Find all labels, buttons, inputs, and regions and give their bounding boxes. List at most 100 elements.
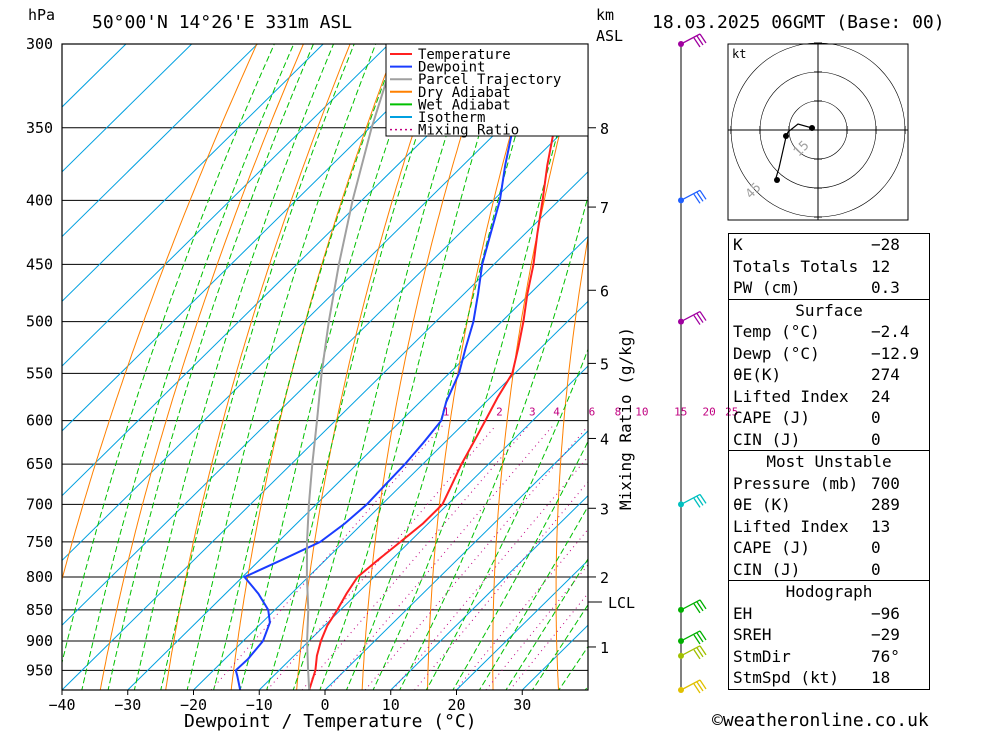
stats-table: K −28 Totals Totals 12 PW (cm) 0.3 Surface Te… xyxy=(728,233,930,690)
dry-adiabat-line xyxy=(230,44,398,690)
surface-value: 24 xyxy=(871,386,891,406)
most-unstable-value: 0 xyxy=(871,538,881,557)
km-tick-label: 3 xyxy=(600,500,609,518)
wet-adiabat-line xyxy=(425,348,588,690)
surface-label: CAPE (J) xyxy=(733,408,811,427)
isotherm-line xyxy=(62,44,127,108)
x-tick-label: 0 xyxy=(320,696,329,714)
mixing-ratio-line xyxy=(485,564,588,690)
hodograph-stat-label: SREH xyxy=(733,625,772,644)
mixing-ratio-line xyxy=(364,425,588,690)
dry-adiabat-line xyxy=(165,44,351,690)
mixing-ratio-label: 8 xyxy=(615,406,622,419)
pressure-tick-label: 900 xyxy=(26,632,53,650)
index-label: PW (cm) xyxy=(733,278,801,297)
pressure-tick-label: 700 xyxy=(26,495,53,513)
pressure-tick-label: 950 xyxy=(26,661,53,679)
legend-label: Mixing Ratio xyxy=(418,123,519,139)
pressure-tick-label: 650 xyxy=(26,455,53,473)
most-unstable-section-title: Most Unstable xyxy=(729,450,929,473)
wet-adiabat-line xyxy=(62,44,275,690)
dry-adiabat-line xyxy=(677,44,723,690)
surface-label: Dewp (°C) xyxy=(733,343,820,363)
km-tick-label: 6 xyxy=(600,282,609,300)
hodograph-stat-value: 76° xyxy=(871,646,900,666)
pressure-tick-label: 850 xyxy=(26,601,53,619)
most-unstable-row: Lifted Index 13 xyxy=(729,516,929,538)
legend-label: Temperature xyxy=(418,47,511,63)
index-value: 12 xyxy=(871,256,891,276)
wet-adiabat-line xyxy=(319,44,508,690)
mixing-ratio-label: 4 xyxy=(553,406,560,419)
wet-adiabat-line xyxy=(133,44,334,690)
most-unstable-row: Pressure (mb) 700 xyxy=(729,473,929,495)
lcl-label: LCL xyxy=(608,594,635,612)
km-tick-label: 4 xyxy=(600,430,609,448)
wet-adiabat-line xyxy=(292,44,477,690)
pressure-tick-label: 450 xyxy=(26,255,53,273)
hodograph-stat-row: StmSpd (kt) 18 xyxy=(729,667,929,689)
most-unstable-value: 13 xyxy=(871,516,891,536)
hodograph-stat-label: EH xyxy=(733,603,753,623)
mixing-ratio-label: 20 xyxy=(703,406,716,419)
km-tick-label: 8 xyxy=(600,120,609,138)
x-tick-label: 20 xyxy=(447,696,465,714)
hodograph-stat-value: 18 xyxy=(871,668,891,687)
series-parcel-trajectory-line xyxy=(305,44,400,690)
mixing-ratio-line xyxy=(392,456,588,690)
pressure-tick-label: 300 xyxy=(26,35,53,53)
surface-label: CIN (J) xyxy=(733,429,801,449)
pressure-tick-label: 500 xyxy=(26,313,53,331)
isotherm-line xyxy=(258,365,588,690)
wet-adiabat-line xyxy=(107,44,314,690)
wet-adiabat-line xyxy=(452,440,588,690)
km-tick-label: 5 xyxy=(600,355,609,373)
x-tick-label: −40 xyxy=(48,696,75,714)
mixing-ratio-label: 1 xyxy=(443,406,450,419)
wet-adiabat-line xyxy=(345,44,543,690)
isotherm-line xyxy=(62,44,390,367)
index-row: K −28 xyxy=(729,234,929,256)
most-unstable-row: θE (K) 289 xyxy=(729,494,929,516)
legend-label: Dry Adiabat xyxy=(418,85,511,101)
wet-adiabat-line xyxy=(81,44,295,690)
x-tick-label: 30 xyxy=(513,696,531,714)
index-row: Totals Totals 12 xyxy=(729,256,929,278)
surface-value: −12.9 xyxy=(871,343,920,363)
x-tick-label: 10 xyxy=(382,696,400,714)
most-unstable-label: Pressure (mb) xyxy=(733,473,859,493)
mixing-ratio-label: 15 xyxy=(674,406,687,419)
surface-label: Temp (°C) xyxy=(733,322,820,341)
dry-adiabat-line xyxy=(427,44,537,690)
x-tick-label: −20 xyxy=(180,696,207,714)
surface-label: θE(K) xyxy=(733,365,782,384)
asl-unit-label: ASL xyxy=(596,27,623,45)
dry-adiabat-line xyxy=(62,44,258,582)
surface-value: 0 xyxy=(871,408,881,427)
isotherm-line xyxy=(62,44,456,432)
legend-label: Wet Adiabat xyxy=(418,97,511,113)
most-unstable-label: Lifted Index xyxy=(733,516,849,536)
surface-value: 274 xyxy=(871,365,900,384)
pressure-tick-label: 600 xyxy=(26,412,53,430)
x-tick-label: −10 xyxy=(246,696,273,714)
most-unstable-label: CAPE (J) xyxy=(733,538,811,557)
dry-adiabat-line xyxy=(99,44,304,690)
hodograph-stat-row: EH −96 xyxy=(729,603,929,625)
isotherm-line xyxy=(324,430,588,690)
index-value: 0.3 xyxy=(871,278,900,297)
surface-value: −2.4 xyxy=(871,322,910,341)
x-axis-label: Dewpoint / Temperature (°C) xyxy=(184,711,477,732)
surface-section-title: Surface xyxy=(729,298,929,322)
hodograph-stat-value: −96 xyxy=(871,603,900,623)
pressure-tick-label: 350 xyxy=(26,119,53,137)
mixing-ratio-line xyxy=(455,528,588,690)
most-unstable-label: θE (K) xyxy=(733,495,791,514)
isotherm-line xyxy=(390,494,588,690)
hodograph-stat-label: StmSpd (kt) xyxy=(733,668,839,687)
pressure-unit-label: hPa xyxy=(28,6,55,24)
isotherm-line xyxy=(62,171,588,690)
km-tick-label: 1 xyxy=(600,639,609,657)
hodograph-stat-value: −29 xyxy=(871,625,900,644)
